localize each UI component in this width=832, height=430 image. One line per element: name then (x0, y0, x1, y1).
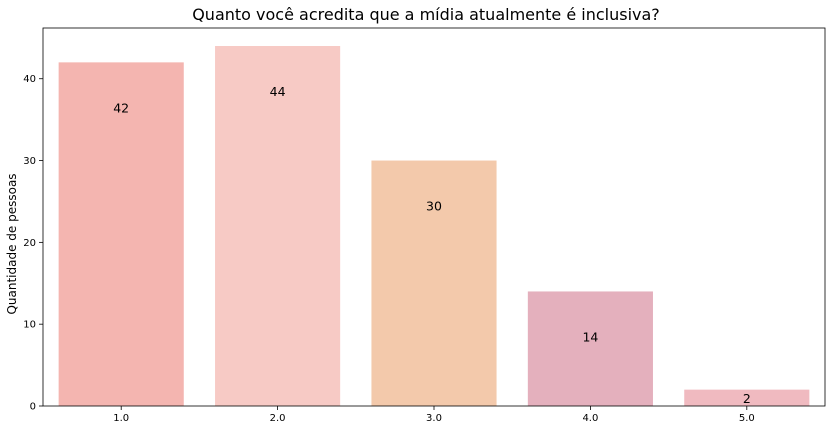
x-tick-label-3: 3.0 (426, 413, 442, 424)
y-tick-label-2: 20 (23, 238, 36, 249)
y-tick-label-1: 10 (23, 320, 36, 331)
y-axis: 0 10 20 30 40 (23, 74, 43, 413)
data-label-5: 2 (743, 391, 751, 406)
bar-5 (684, 389, 810, 406)
x-tick-label-1: 1.0 (113, 413, 129, 424)
bars-group (58, 46, 810, 406)
data-label-2: 44 (270, 84, 286, 99)
chart-title: Quanto você acredita que a mídia atualme… (192, 5, 660, 24)
bar-3 (371, 160, 497, 406)
plot-frame (42, 27, 826, 407)
y-tick-label-0: 0 (30, 402, 36, 413)
data-label-3: 30 (426, 199, 442, 214)
data-labels-group: 42 44 30 14 2 (113, 84, 751, 406)
x-tick-label-4: 4.0 (582, 413, 598, 424)
y-tick-label-3: 30 (23, 156, 36, 167)
bar-1 (58, 62, 184, 406)
x-tick-label-2: 2.0 (270, 413, 286, 424)
bar-2 (215, 46, 341, 406)
x-axis: 1.0 2.0 3.0 4.0 5.0 (113, 406, 755, 424)
data-label-1: 42 (113, 100, 129, 115)
bar-4 (527, 291, 653, 406)
y-tick-label-4: 40 (23, 74, 36, 85)
x-tick-label-5: 5.0 (739, 413, 755, 424)
data-label-4: 14 (582, 329, 598, 344)
y-axis-label: Quantidade de pessoas (5, 173, 19, 314)
